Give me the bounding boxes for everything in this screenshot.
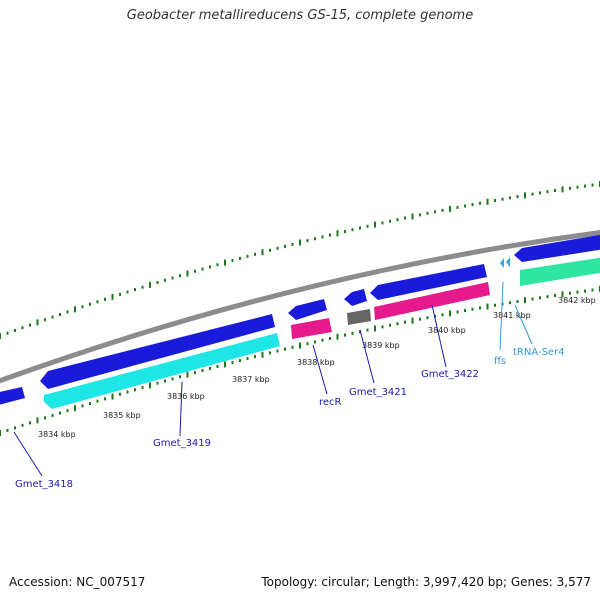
feature-cds-forward <box>344 289 367 306</box>
leader-line <box>431 304 447 368</box>
feature-cds-forward <box>0 387 25 405</box>
kbp-label: 3841 kbp <box>493 311 531 320</box>
feature-cds-forward <box>288 299 327 320</box>
feature-rna-trna <box>506 257 510 267</box>
gene-label-ffs: ffs <box>494 356 506 367</box>
inner-tick-ring <box>0 286 600 436</box>
reverse-strand <box>44 257 600 409</box>
genome-summary-text: Topology: circular; Length: 3,997,420 bp… <box>261 575 591 589</box>
kbp-label: 3835 kbp <box>103 411 141 420</box>
feature-cds-forward <box>370 264 487 300</box>
feature-cds-gmet3422 <box>374 282 490 320</box>
leader-line <box>359 329 375 384</box>
kbp-label: 3836 kbp <box>167 392 205 401</box>
leader-line <box>179 381 183 437</box>
genome-backbone <box>0 230 600 384</box>
kbp-label: 3837 kbp <box>232 375 270 384</box>
kbp-label: 3834 kbp <box>38 430 76 439</box>
leader-line <box>499 281 504 351</box>
feature-cds-recR <box>291 318 332 339</box>
gene-label-recR: recR <box>319 397 342 408</box>
feature-cds-green <box>520 257 600 286</box>
kbp-label: 3839 kbp <box>362 341 400 350</box>
leader-line <box>13 431 43 477</box>
gene-labels: Gmet_3418 Gmet_3419 recR Gmet_3421 Gmet_… <box>15 347 565 490</box>
kbp-label: 3842 kbp <box>558 296 596 305</box>
feature-cds-forward <box>40 314 275 389</box>
gene-label-gmet3422: Gmet_3422 <box>421 369 479 380</box>
forward-strand <box>0 234 600 405</box>
accession-text: Accession: NC_007517 <box>9 575 146 589</box>
feature-cds-gmet3421 <box>347 309 371 325</box>
map-title: Geobacter metallireducens GS-15, complet… <box>126 8 474 23</box>
outer-tick-ring <box>0 181 600 339</box>
gene-label-trna-ser4: tRNA-Ser4 <box>513 347 565 358</box>
gene-label-gmet3418: Gmet_3418 <box>15 479 73 490</box>
feature-cds-gmet3419 <box>44 333 280 409</box>
gene-label-gmet3419: Gmet_3419 <box>153 438 211 449</box>
leader-line <box>514 304 533 345</box>
leader-line <box>312 344 328 395</box>
gene-label-gmet3421: Gmet_3421 <box>349 387 407 398</box>
kbp-label: 3838 kbp <box>297 358 335 367</box>
feature-rna-ffs <box>500 258 504 268</box>
leader-lines <box>13 281 533 477</box>
kbp-label: 3840 kbp <box>428 326 466 335</box>
kbp-labels: 3834 kbp 3835 kbp 3836 kbp 3837 kbp 3838… <box>38 296 596 439</box>
feature-cds-forward <box>514 234 600 262</box>
